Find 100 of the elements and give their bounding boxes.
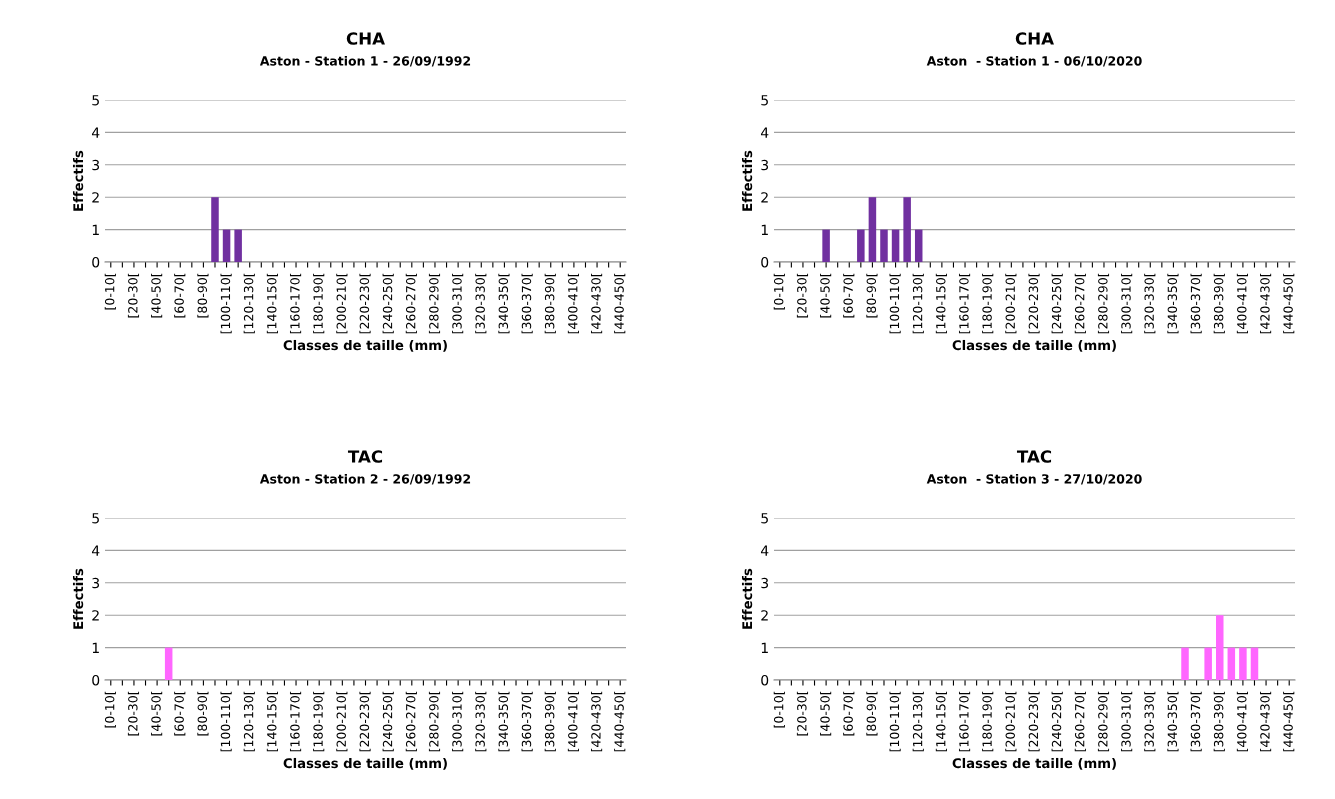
x-tick-label: [80-90[	[197, 273, 209, 318]
x-tick-label: [360-370[	[1190, 273, 1202, 334]
y-tick-label: 3	[92, 159, 100, 171]
x-tick-label: [320-330[	[1144, 273, 1156, 334]
x-tick-label: [240-250[	[382, 273, 394, 334]
x-tick-label: [0-10[	[104, 273, 116, 310]
x-tick-label: [80-90[	[866, 691, 878, 736]
x-tick-label: [280-290[	[428, 273, 441, 334]
y-tick-label: 0	[761, 256, 769, 268]
x-tick-label: [380-390[	[544, 691, 556, 752]
x-tick-label: [80-90[	[197, 691, 209, 736]
x-tick-label: [340-350[	[498, 691, 510, 752]
x-tick-label: [60-70[	[174, 273, 186, 318]
y-tick-label: 2	[92, 192, 99, 203]
y-tick-label: 2	[761, 192, 768, 203]
x-tick-label: [340-350[	[498, 273, 510, 334]
x-tick-label: [160-170[	[289, 273, 302, 334]
x-axis-title: Classes de taille (mm)	[283, 757, 447, 770]
x-tick-label: [100-110[	[889, 273, 901, 334]
y-tick-label: 4	[91, 545, 100, 556]
x-tick-label: [40-50[	[151, 273, 163, 318]
chart-title: TAC	[347, 450, 383, 463]
x-tick-label: [200-210[	[1005, 691, 1017, 752]
x-tick-label: [380-390[	[1213, 691, 1225, 752]
x-tick-label: [400-410[	[567, 691, 579, 752]
y-tick-label: 0	[92, 674, 100, 686]
x-tick-label: [160-170[	[958, 691, 971, 752]
x-tick-label: [0-10[	[104, 691, 116, 728]
x-tick-label: [440-450[	[1283, 691, 1295, 752]
x-tick-label: [100-110[	[220, 691, 232, 752]
y-tick-label: 2	[761, 610, 768, 621]
x-tick-label: [220-230[	[1028, 691, 1040, 752]
x-tick-label: [340-350[	[1167, 691, 1179, 752]
x-tick-label: [260-270[	[405, 691, 417, 752]
x-tick-label: [380-390[	[1213, 273, 1225, 334]
y-axis-title: Effectifs	[72, 150, 84, 211]
x-axis-title: Classes de taille (mm)	[952, 757, 1116, 770]
x-tick-label: [220-230[	[1028, 273, 1040, 334]
x-tick-label: [220-230[	[359, 273, 371, 334]
x-tick-label: [80-90[	[866, 273, 878, 318]
x-tick-label: [60-70[	[843, 691, 855, 736]
y-tick-label: 3	[761, 159, 769, 171]
x-tick-label: [380-390[	[544, 273, 556, 334]
x-tick-label: [420-430[	[591, 691, 603, 752]
x-tick-label: [20-30[	[127, 691, 140, 736]
y-axis-title: Effectifs	[741, 150, 753, 211]
y-axis-title: Effectifs	[72, 568, 84, 629]
y-tick-label: 4	[760, 545, 769, 556]
x-axis-title: Classes de taille (mm)	[952, 339, 1116, 352]
x-tick-label: [280-290[	[1097, 273, 1110, 334]
x-tick-label: [120-130[	[243, 691, 255, 752]
x-tick-label: [20-30[	[796, 691, 809, 736]
y-tick-label: 1	[761, 642, 768, 653]
y-tick-label: 2	[92, 610, 99, 621]
x-tick-label: [40-50[	[820, 273, 832, 318]
y-tick-label: 0	[761, 674, 769, 686]
y-tick-label: 0	[92, 256, 100, 268]
y-tick-label: 5	[92, 513, 99, 524]
x-tick-label: [300-310[	[452, 273, 464, 334]
x-tick-label: [400-410[	[1236, 691, 1248, 752]
x-tick-label: [120-130[	[243, 273, 255, 334]
y-tick-label: 3	[92, 577, 100, 589]
x-tick-label: [180-190[	[313, 273, 325, 334]
x-tick-label: [160-170[	[958, 273, 971, 334]
x-tick-label: [120-130[	[912, 273, 924, 334]
y-tick-label: 5	[761, 513, 768, 524]
x-tick-label: [180-190[	[982, 691, 994, 752]
chart-subtitle: Aston - Station 2 - 26/09/1992	[259, 473, 471, 485]
x-tick-label: [240-250[	[382, 691, 394, 752]
y-tick-label: 4	[91, 127, 100, 138]
x-tick-label: [0-10[	[773, 691, 785, 728]
x-tick-label: [240-250[	[1051, 273, 1063, 334]
y-tick-label: 3	[761, 577, 769, 589]
x-tick-label: [60-70[	[174, 691, 186, 736]
x-tick-label: [360-370[	[521, 273, 533, 334]
y-tick-label: 1	[92, 224, 99, 235]
x-tick-label: [440-450[	[614, 691, 626, 752]
chart-title: CHA	[346, 32, 385, 45]
x-tick-label: [280-290[	[428, 691, 441, 752]
x-tick-label: [320-330[	[1144, 691, 1156, 752]
x-tick-label: [320-330[	[475, 273, 487, 334]
x-tick-label: [160-170[	[289, 691, 302, 752]
x-tick-label: [20-30[	[796, 273, 809, 318]
x-tick-label: [0-10[	[773, 273, 785, 310]
chart-title: CHA	[1015, 32, 1054, 45]
x-tick-label: [300-310[	[1121, 273, 1133, 334]
chart-subtitle: Aston - Station 3 - 27/10/2020	[926, 473, 1142, 485]
x-tick-label: [40-50[	[820, 691, 832, 736]
x-tick-label: [420-430[	[1260, 691, 1272, 752]
chart-subtitle: Aston - Station 1 - 06/10/2020	[926, 55, 1142, 67]
x-tick-label: [180-190[	[982, 273, 994, 334]
y-tick-label: 5	[92, 95, 99, 106]
x-tick-label: [40-50[	[151, 691, 163, 736]
x-tick-label: [180-190[	[313, 691, 325, 752]
x-tick-label: [200-210[	[336, 691, 348, 752]
x-tick-label: [120-130[	[912, 691, 924, 752]
x-tick-label: [140-150[	[935, 691, 947, 752]
chart-title: TAC	[1016, 450, 1052, 463]
x-tick-label: [420-430[	[1260, 273, 1272, 334]
chart-subtitle: Aston - Station 1 - 26/09/1992	[259, 55, 471, 67]
